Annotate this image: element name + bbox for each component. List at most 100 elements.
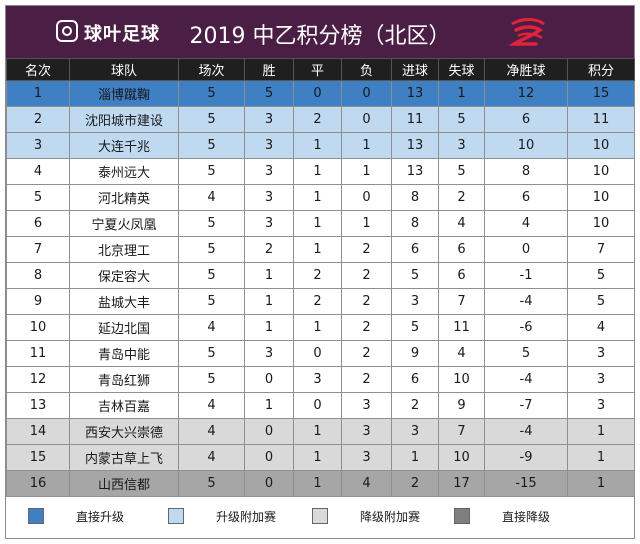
cell-goals-against: 4 bbox=[438, 210, 485, 237]
cell-wins: 3 bbox=[244, 132, 294, 159]
cell-goals-for: 1 bbox=[391, 444, 439, 471]
cell-points: 1 bbox=[567, 418, 635, 445]
cell-rank: 15 bbox=[6, 444, 70, 471]
cell-goals-against: 6 bbox=[438, 262, 485, 289]
cell-goal-difference: -4 bbox=[484, 366, 568, 393]
table-row[interactable]: 14 西安大兴崇德 4 0 1 3 3 7 -4 1 bbox=[6, 418, 635, 445]
table-row[interactable]: 15 内蒙古草上飞 4 0 1 3 1 10 -9 1 bbox=[6, 444, 635, 471]
cell-wins: 1 bbox=[244, 262, 294, 289]
cell-team: 内蒙古草上飞 bbox=[69, 444, 179, 471]
cell-team: 北京理工 bbox=[69, 236, 179, 263]
cell-team: 延边北国 bbox=[69, 314, 179, 341]
col-header-draws[interactable]: 平 bbox=[293, 58, 342, 81]
cell-points: 3 bbox=[567, 340, 635, 367]
cell-goals-against: 7 bbox=[438, 288, 485, 315]
cell-played: 4 bbox=[178, 392, 245, 419]
col-header-losses[interactable]: 负 bbox=[341, 58, 392, 81]
cell-draws: 0 bbox=[293, 80, 342, 107]
table-row[interactable]: 1 淄博蹴鞠 5 5 0 0 13 1 12 15 bbox=[6, 80, 635, 107]
table-row[interactable]: 9 盐城大丰 5 1 2 2 3 7 -4 5 bbox=[6, 288, 635, 315]
table-row[interactable]: 3 大连千兆 5 3 1 1 13 3 10 10 bbox=[6, 132, 635, 159]
cell-goal-difference: -4 bbox=[484, 418, 568, 445]
cell-played: 5 bbox=[178, 210, 245, 237]
col-header-goals-for[interactable]: 进球 bbox=[391, 58, 439, 81]
cell-played: 5 bbox=[178, 106, 245, 133]
cell-goals-against: 9 bbox=[438, 392, 485, 419]
cell-draws: 2 bbox=[293, 106, 342, 133]
cell-rank: 2 bbox=[6, 106, 70, 133]
table-row[interactable]: 5 河北精英 4 3 1 0 8 2 6 10 bbox=[6, 184, 635, 211]
legend-label-promote: 直接升级 bbox=[76, 510, 125, 524]
cell-team: 宁夏火凤凰 bbox=[69, 210, 179, 237]
cell-losses: 2 bbox=[341, 314, 392, 341]
cell-rank: 4 bbox=[6, 158, 70, 185]
legend-swatch-promote-playoff bbox=[168, 508, 184, 524]
table-row[interactable]: 7 北京理工 5 2 1 2 6 6 0 7 bbox=[6, 236, 635, 263]
cell-goals-against: 17 bbox=[438, 470, 485, 497]
cell-points: 3 bbox=[567, 392, 635, 419]
cell-losses: 1 bbox=[341, 132, 392, 159]
cell-draws: 0 bbox=[293, 340, 342, 367]
cell-played: 5 bbox=[178, 340, 245, 367]
cell-played: 4 bbox=[178, 418, 245, 445]
table-row[interactable]: 4 泰州远大 5 3 1 1 13 5 8 10 bbox=[6, 158, 635, 185]
cell-goals-for: 9 bbox=[391, 340, 439, 367]
cell-rank: 8 bbox=[6, 262, 70, 289]
cell-team: 山西信都 bbox=[69, 470, 179, 497]
cell-goals-for: 3 bbox=[391, 418, 439, 445]
cell-points: 15 bbox=[567, 80, 635, 107]
col-header-goals-against[interactable]: 失球 bbox=[438, 58, 485, 81]
cell-draws: 3 bbox=[293, 366, 342, 393]
cell-wins: 3 bbox=[244, 340, 294, 367]
col-header-goal-difference[interactable]: 净胜球 bbox=[484, 58, 568, 81]
table-row[interactable]: 2 沈阳城市建设 5 3 2 0 11 5 6 11 bbox=[6, 106, 635, 133]
cell-rank: 12 bbox=[6, 366, 70, 393]
cell-losses: 0 bbox=[341, 80, 392, 107]
cell-points: 1 bbox=[567, 470, 635, 497]
cell-team: 保定容大 bbox=[69, 262, 179, 289]
cell-goal-difference: 4 bbox=[484, 210, 568, 237]
cell-points: 3 bbox=[567, 366, 635, 393]
cell-goals-for: 8 bbox=[391, 184, 439, 211]
cell-losses: 2 bbox=[341, 262, 392, 289]
cell-team: 青岛红狮 bbox=[69, 366, 179, 393]
table-row[interactable]: 6 宁夏火凤凰 5 3 1 1 8 4 4 10 bbox=[6, 210, 635, 237]
col-header-wins[interactable]: 胜 bbox=[244, 58, 294, 81]
table-row[interactable]: 16 山西信都 5 0 1 4 2 17 -15 1 bbox=[6, 470, 635, 497]
cell-points: 5 bbox=[567, 288, 635, 315]
cell-rank: 16 bbox=[6, 470, 70, 497]
cell-losses: 0 bbox=[341, 184, 392, 211]
cell-goals-for: 8 bbox=[391, 210, 439, 237]
page-title: 2019 中乙积分榜（北区） bbox=[189, 24, 451, 49]
cell-goal-difference: 10 bbox=[484, 132, 568, 159]
brand-logo-icon bbox=[56, 20, 78, 42]
table-row[interactable]: 13 吉林百嘉 4 1 0 3 2 9 -7 3 bbox=[6, 392, 635, 419]
cell-played: 5 bbox=[178, 366, 245, 393]
cell-losses: 3 bbox=[341, 392, 392, 419]
cell-losses: 0 bbox=[341, 106, 392, 133]
cell-rank: 10 bbox=[6, 314, 70, 341]
cell-goals-against: 6 bbox=[438, 236, 485, 263]
legend-label-relegate-playoff: 降级附加赛 bbox=[360, 510, 421, 524]
cell-played: 4 bbox=[178, 184, 245, 211]
table-row[interactable]: 12 青岛红狮 5 0 3 2 6 10 -4 3 bbox=[6, 366, 635, 393]
table-row[interactable]: 8 保定容大 5 1 2 2 5 6 -1 5 bbox=[6, 262, 635, 289]
table-row[interactable]: 10 延边北国 4 1 1 2 5 11 -6 4 bbox=[6, 314, 635, 341]
cell-points: 10 bbox=[567, 210, 635, 237]
cell-team: 河北精英 bbox=[69, 184, 179, 211]
cell-team: 淄博蹴鞠 bbox=[69, 80, 179, 107]
cell-goals-for: 6 bbox=[391, 236, 439, 263]
table-row[interactable]: 11 青岛中能 5 3 0 2 9 4 5 3 bbox=[6, 340, 635, 367]
cell-losses: 1 bbox=[341, 158, 392, 185]
cell-rank: 7 bbox=[6, 236, 70, 263]
cell-points: 11 bbox=[567, 106, 635, 133]
col-header-played[interactable]: 场次 bbox=[178, 58, 245, 81]
cell-team: 泰州远大 bbox=[69, 158, 179, 185]
col-header-points[interactable]: 积分 bbox=[567, 58, 635, 81]
col-header-team[interactable]: 球队 bbox=[69, 58, 179, 81]
cell-losses: 2 bbox=[341, 288, 392, 315]
cell-draws: 1 bbox=[293, 132, 342, 159]
cell-goal-difference: -7 bbox=[484, 392, 568, 419]
col-header-rank[interactable]: 名次 bbox=[6, 58, 70, 81]
cell-points: 7 bbox=[567, 236, 635, 263]
